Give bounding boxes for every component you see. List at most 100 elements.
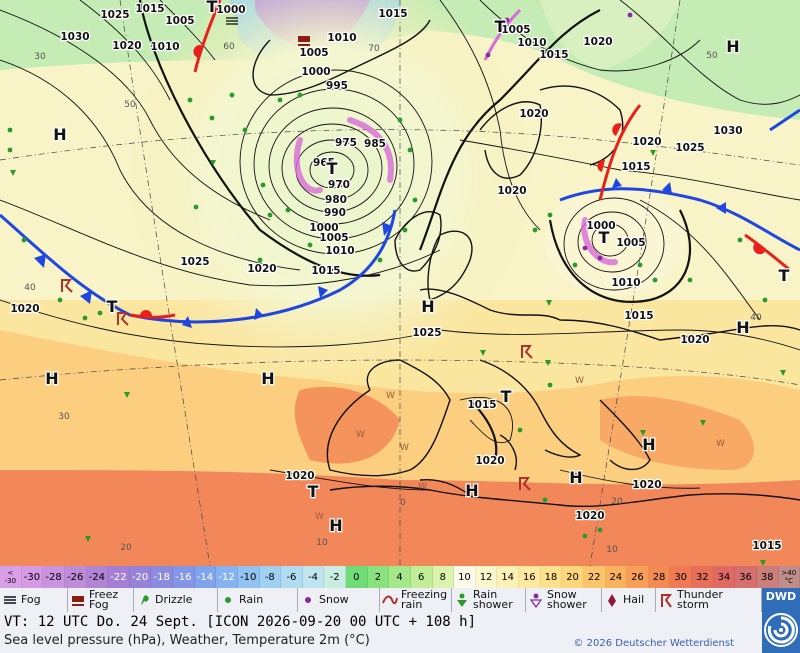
temperature-label: 40 [750,313,762,323]
high-pressure-label: H [642,435,655,454]
low-pressure-labels: T T T T T T T T [105,0,791,502]
rain-icon [225,597,231,603]
color-scale-cell: 10 [454,566,476,588]
svg-text:W: W [418,482,427,492]
color-scale-cell: 26 [627,566,649,588]
temperature-label: 0 [400,498,406,508]
legend-item-thunderstorm: Thunder storm [656,588,762,612]
isobar-label: 1015 [378,8,407,20]
legend-item-fog: Fog [0,588,68,612]
temperature-label: 10 [316,538,328,548]
warm-front [129,0,791,319]
snow-icon [305,597,311,603]
copyright: © 2026 Deutscher Wetterdienst [573,638,734,649]
color-scale-cell: -12 [216,566,238,588]
map-description: Sea level pressure (hPa), Weather, Tempe… [4,633,370,648]
drizzle-icon [141,595,149,605]
color-scale-cell: 38 [756,566,779,588]
low-pressure-label: T [599,228,610,247]
rain-shower-icon [457,593,467,607]
legend-label: Fog [21,593,41,606]
low-pressure-label: T [207,0,218,16]
isobar-label: 1010 [611,277,640,289]
isobar-label: 1030 [60,31,89,43]
color-scale-cell: 6 [410,566,433,588]
color-scale-cell: -28 [43,566,65,588]
legend-item-hail: Hail [602,588,656,612]
color-scale-cell: -26 [64,566,87,588]
low-pressure-label: T [501,387,512,406]
color-scale-cell: 28 [648,566,671,588]
color-scale-cell: -2 [324,566,346,588]
isobar-label: 1025 [180,256,209,268]
color-scale-cell: -4 [302,566,325,588]
legend-label: Freez Fog [89,588,119,611]
svg-text:W: W [716,439,725,449]
isobar-label: 1000 [309,222,338,234]
map-info-bar: VT: 12 UTC Do. 24 Sept. [ICON 2026-09-20… [0,612,762,653]
high-pressure-label: H [421,297,434,316]
isobar-label: 1015 [311,265,340,277]
temperature-label: 20 [120,543,132,553]
valid-time: VT: 12 UTC Do. 24 Sept. [ICON 2026-09-20… [4,614,477,630]
isobar-label: 1010 [517,37,546,49]
legend-item-snow-shower: Snow shower [526,588,602,612]
color-scale-cell: -24 [86,566,109,588]
color-scale-cell: -20 [129,566,152,588]
isobar-label: 970 [328,179,350,191]
color-scale-cell: < -30 [0,566,22,588]
snow-symbols [485,12,633,261]
thunderstorm-symbols [61,279,533,491]
svg-text:W: W [575,376,584,386]
hail-icon [608,594,616,607]
dwd-logo: DWD [762,588,800,653]
legend-label: Rain [239,593,264,606]
cold-front [0,108,800,328]
legend-item-rain: Rain [218,588,298,612]
color-scale-cell: 24 [605,566,628,588]
temperature-label: 50 [706,51,718,61]
legend-item-rain-shower: Rain shower [452,588,526,612]
high-pressure-label: H [465,481,478,500]
isobar-label: 965 [313,157,335,169]
isobar-label: 1020 [10,303,39,315]
svg-text:W: W [400,443,409,453]
temperature-label: 60 [223,42,235,52]
color-scale-cell: 34 [713,566,736,588]
color-scale-cell: -14 [194,566,217,588]
isobar-label: 1015 [624,310,653,322]
snow-shower-symbols: W W W W W W W [315,376,725,522]
temperature-color-scale: < -30 -30 -28 -26 -24 -22 -20 -18 -16 -14 -12 -10 -8-… [0,566,800,588]
isobar-label: 1015 [621,161,650,173]
color-scale-cell: 22 [583,566,606,588]
iberia-heat [294,386,400,464]
color-scale-cell: >40 °C [778,566,800,588]
isobar-label: 1015 [539,49,568,61]
isobar-label: 1020 [497,185,526,197]
temperature-label: 30 [34,52,46,62]
fog-symbols [226,17,238,25]
isobar-label: 1025 [100,9,129,21]
temperature-label: 50 [124,100,136,110]
isobar-label: 1020 [475,455,504,467]
color-scale-cell: 18 [540,566,563,588]
isobar-label: 990 [324,207,346,219]
isobar-label: 1020 [247,263,276,275]
rain-shower-symbols [10,150,786,566]
snow-shower-icon [529,593,543,608]
high-pressure-label: H [53,125,66,144]
isobar-label: 1015 [135,3,164,15]
color-scale-cell: -30 [21,566,44,588]
main-isobars [138,0,692,461]
isobar-label: 995 [326,80,348,92]
high-pressure-label: H [726,37,739,56]
isobar-label: 1005 [165,15,194,27]
freezing-fog-icon [72,596,84,606]
isobar-label: 980 [325,194,347,206]
temperature-label: 70 [368,44,380,54]
svg-text:W: W [315,512,324,522]
color-scale-cell: -22 [108,566,130,588]
isobar-label: 1000 [301,66,330,78]
color-scale-cell: 32 [692,566,714,588]
